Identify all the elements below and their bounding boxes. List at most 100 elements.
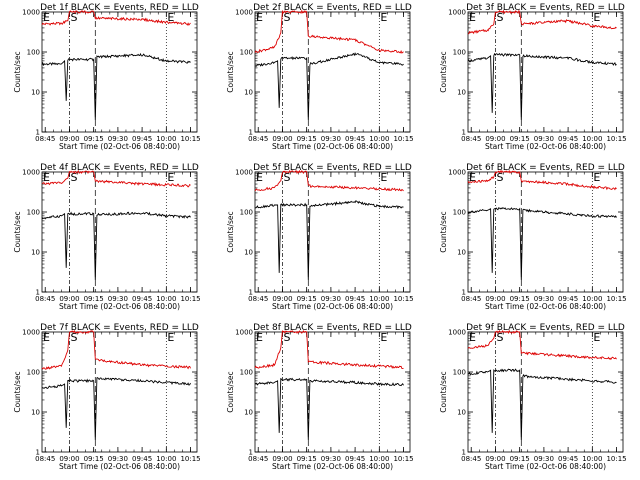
x-tick-label: 10:15 bbox=[606, 295, 626, 303]
y-tick-label: 1 bbox=[36, 289, 40, 297]
x-tick-label: 09:30 bbox=[534, 295, 554, 303]
y-axis-label: Counts/sec bbox=[226, 371, 235, 412]
x-tick-label: 10:00 bbox=[156, 455, 176, 463]
marker-label: S bbox=[283, 171, 290, 184]
y-tick-label: 1000 bbox=[448, 329, 466, 337]
x-tick-label: 09:30 bbox=[321, 295, 341, 303]
marker-label: S bbox=[496, 171, 503, 184]
x-tick-label: 10:15 bbox=[180, 455, 200, 463]
x-tick-label: 09:15 bbox=[510, 295, 530, 303]
x-tick-label: 10:00 bbox=[369, 455, 389, 463]
series-lld-line bbox=[254, 330, 404, 370]
y-tick-label: 100 bbox=[453, 369, 466, 377]
x-tick-label: 10:00 bbox=[369, 135, 389, 143]
y-tick-label: 1 bbox=[249, 129, 253, 137]
x-tick-label: 09:45 bbox=[345, 455, 365, 463]
marker-label: S bbox=[70, 11, 77, 24]
x-tick-label: 09:00 bbox=[59, 295, 79, 303]
y-tick-label: 100 bbox=[27, 49, 40, 57]
series-events-line bbox=[254, 377, 404, 441]
x-tick-label: 09:15 bbox=[84, 295, 104, 303]
x-axis-label: Start Time (02-Oct-06 08:40:00) bbox=[272, 302, 393, 311]
y-axis-label: Counts/sec bbox=[13, 211, 22, 252]
y-tick-label: 100 bbox=[27, 369, 40, 377]
x-tick-label: 09:30 bbox=[534, 135, 554, 143]
panel-det-6: Det 6f BLACK = Events, RED = LLD 1 10 100 10… bbox=[439, 163, 627, 311]
marker-label: E bbox=[256, 11, 263, 24]
x-tick-label: 09:45 bbox=[558, 135, 578, 143]
marker-label: S bbox=[496, 331, 503, 344]
x-tick-label: 09:00 bbox=[59, 455, 79, 463]
y-tick-label: 100 bbox=[240, 49, 253, 57]
series-lld-line bbox=[467, 169, 617, 191]
series-events-line bbox=[254, 52, 404, 121]
x-tick-label: 09:15 bbox=[297, 455, 317, 463]
x-tick-label: 08:45 bbox=[35, 455, 55, 463]
series-lld-line bbox=[467, 9, 617, 35]
y-tick-label: 1000 bbox=[22, 9, 40, 17]
marker-label: E bbox=[167, 331, 174, 344]
x-tick-label: 09:15 bbox=[510, 135, 530, 143]
plot-frame bbox=[254, 171, 411, 293]
x-axis-label: Start Time (02-Oct-06 08:40:00) bbox=[485, 302, 606, 311]
x-tick-label: 08:45 bbox=[248, 135, 268, 143]
plot-frame bbox=[467, 331, 624, 453]
x-tick-label: 09:30 bbox=[108, 295, 128, 303]
y-tick-label: 100 bbox=[27, 209, 40, 217]
panel-title: Det 1f BLACK = Events, RED = LLD bbox=[40, 3, 199, 13]
panel-title: Det 7f BLACK = Events, RED = LLD bbox=[40, 323, 199, 333]
x-axis-label: Start Time (02-Oct-06 08:40:00) bbox=[272, 462, 393, 471]
x-tick-label: 09:00 bbox=[272, 295, 292, 303]
x-tick-label: 09:15 bbox=[510, 455, 530, 463]
x-tick-label: 09:15 bbox=[297, 295, 317, 303]
series-events-line bbox=[467, 52, 617, 121]
y-tick-label: 1 bbox=[36, 449, 40, 457]
series-events-line bbox=[41, 52, 191, 121]
series-lld-line bbox=[467, 329, 617, 361]
marker-label: E bbox=[469, 11, 476, 24]
x-tick-label: 08:45 bbox=[461, 135, 481, 143]
x-axis-label: Start Time (02-Oct-06 08:40:00) bbox=[59, 462, 180, 471]
y-axis-label: Counts/sec bbox=[439, 51, 448, 92]
panel-det-5: Det 5f BLACK = Events, RED = LLD 1 10 100 10… bbox=[226, 163, 414, 311]
marker-label: S bbox=[496, 11, 503, 24]
plot-frame bbox=[467, 11, 624, 133]
marker-label: E bbox=[469, 171, 476, 184]
marker-label: E bbox=[380, 331, 387, 344]
x-tick-label: 09:45 bbox=[345, 135, 365, 143]
y-tick-label: 1000 bbox=[22, 169, 40, 177]
x-tick-label: 09:30 bbox=[321, 455, 341, 463]
y-tick-label: 1 bbox=[249, 289, 253, 297]
plot-frame bbox=[41, 331, 198, 453]
y-axis-label: Counts/sec bbox=[439, 211, 448, 252]
panel-title: Det 4f BLACK = Events, RED = LLD bbox=[40, 163, 199, 173]
series-events-line bbox=[254, 200, 404, 281]
panel-det-1: Det 1f BLACK = Events, RED = LLD 1 10 100 10… bbox=[13, 3, 201, 151]
x-tick-label: 09:15 bbox=[84, 135, 104, 143]
marker-label: E bbox=[593, 331, 600, 344]
marker-label: S bbox=[283, 11, 290, 24]
panel-det-3: Det 3f BLACK = Events, RED = LLD 1 10 100 10… bbox=[439, 3, 627, 151]
x-tick-label: 09:00 bbox=[272, 135, 292, 143]
panel-det-8: Det 8f BLACK = Events, RED = LLD 1 10 100 10… bbox=[226, 323, 414, 471]
x-tick-label: 08:45 bbox=[248, 295, 268, 303]
x-tick-label: 10:15 bbox=[180, 295, 200, 303]
panel-det-7: Det 7f BLACK = Events, RED = LLD 1 10 100 10… bbox=[13, 323, 201, 471]
x-tick-label: 09:45 bbox=[558, 455, 578, 463]
y-tick-label: 1 bbox=[36, 129, 40, 137]
x-tick-label: 10:00 bbox=[156, 135, 176, 143]
series-events-line bbox=[41, 211, 191, 281]
x-tick-label: 09:15 bbox=[297, 135, 317, 143]
series-lld-line bbox=[254, 169, 404, 192]
x-tick-label: 09:30 bbox=[108, 455, 128, 463]
y-tick-label: 1000 bbox=[448, 169, 466, 177]
x-tick-label: 10:15 bbox=[393, 295, 413, 303]
x-tick-label: 08:45 bbox=[35, 135, 55, 143]
y-tick-label: 100 bbox=[453, 49, 466, 57]
x-tick-label: 09:00 bbox=[485, 135, 505, 143]
y-tick-label: 1000 bbox=[448, 9, 466, 17]
x-axis-label: Start Time (02-Oct-06 08:40:00) bbox=[485, 142, 606, 151]
y-axis-label: Counts/sec bbox=[226, 211, 235, 252]
x-tick-label: 09:45 bbox=[132, 455, 152, 463]
panel-det-9: Det 9f BLACK = Events, RED = LLD 1 10 100 10… bbox=[439, 323, 627, 471]
